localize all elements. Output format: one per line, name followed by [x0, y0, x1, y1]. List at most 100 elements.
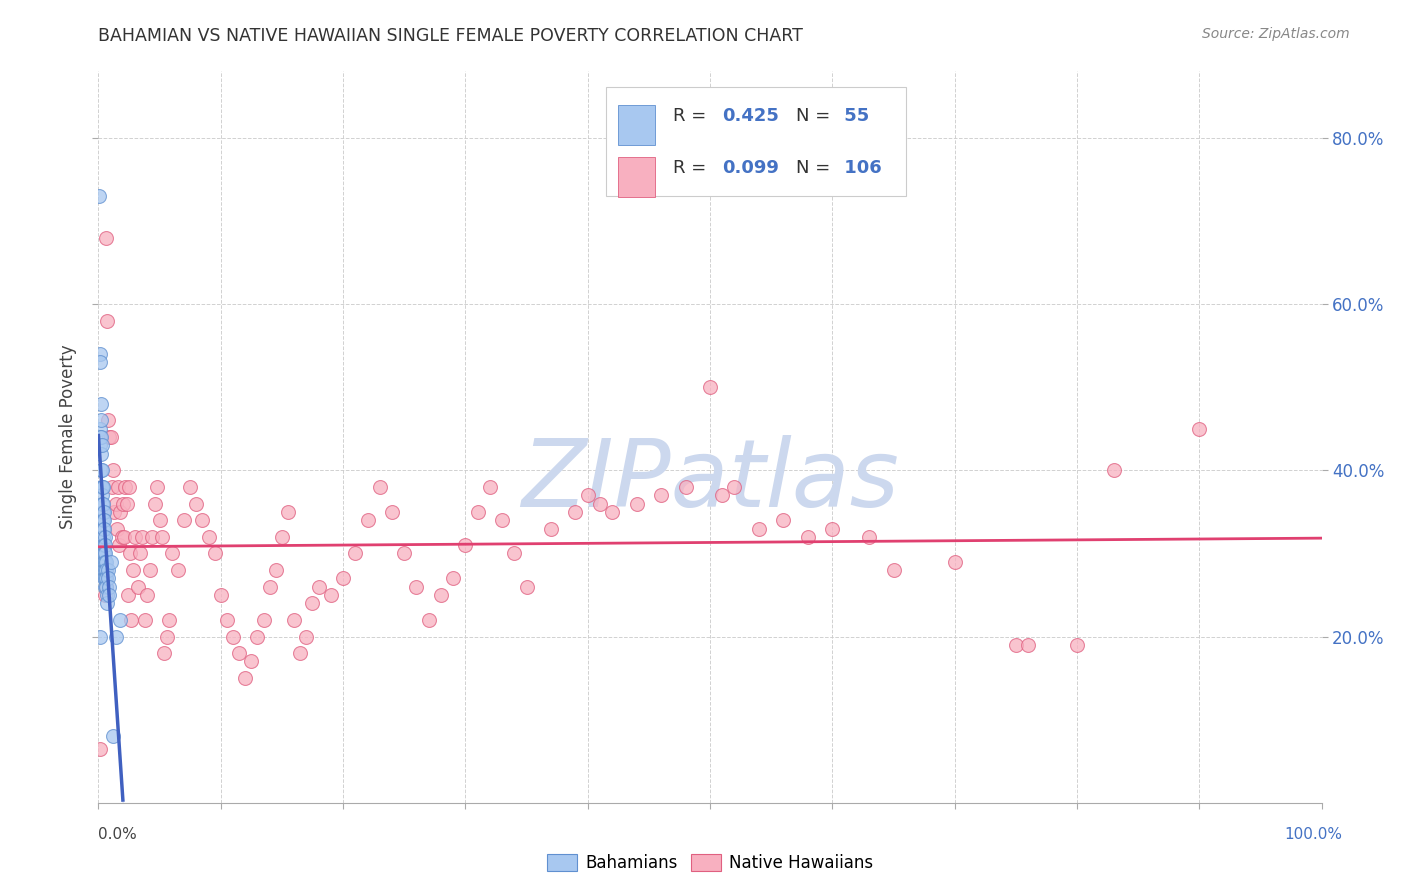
Text: BAHAMIAN VS NATIVE HAWAIIAN SINGLE FEMALE POVERTY CORRELATION CHART: BAHAMIAN VS NATIVE HAWAIIAN SINGLE FEMAL…	[98, 27, 803, 45]
Point	[96, 314, 118, 328]
Point	[94, 571, 117, 585]
Point	[772, 513, 794, 527]
Point	[91, 480, 114, 494]
Point	[576, 488, 599, 502]
Text: N =: N =	[796, 160, 830, 178]
Point	[240, 655, 263, 669]
Point	[98, 430, 121, 444]
Point	[332, 571, 354, 585]
Point	[277, 505, 299, 519]
Point	[1017, 638, 1039, 652]
Point	[97, 580, 120, 594]
Point	[90, 447, 112, 461]
Point	[270, 530, 294, 544]
Point	[91, 530, 114, 544]
Point	[699, 380, 721, 394]
Point	[723, 480, 745, 494]
Bar	[619, 157, 655, 197]
Point	[93, 538, 115, 552]
Point	[97, 571, 120, 585]
Point	[91, 488, 114, 502]
Point	[503, 546, 526, 560]
Point	[430, 588, 453, 602]
Point	[90, 397, 112, 411]
Point	[89, 189, 111, 203]
Point	[441, 571, 464, 585]
Text: 0.425: 0.425	[723, 108, 779, 126]
Point	[209, 588, 232, 602]
Text: 0.0%: 0.0%	[98, 827, 138, 841]
Point	[111, 530, 134, 544]
Point	[93, 571, 115, 585]
Point	[91, 480, 114, 494]
Point	[101, 463, 124, 477]
Point	[215, 613, 238, 627]
Point	[90, 438, 112, 452]
Point	[93, 521, 115, 535]
Point	[173, 513, 195, 527]
Point	[797, 530, 820, 544]
Point	[93, 588, 115, 602]
Point	[392, 546, 416, 560]
Point	[1004, 638, 1026, 652]
Point	[96, 230, 118, 244]
Point	[101, 480, 124, 494]
Point	[91, 505, 114, 519]
Point	[259, 580, 281, 594]
Point	[120, 613, 142, 627]
Point	[301, 596, 323, 610]
Point	[120, 546, 142, 560]
Point	[454, 538, 477, 552]
Point	[89, 630, 111, 644]
Point	[104, 630, 127, 644]
Point	[564, 505, 586, 519]
Point	[90, 480, 112, 494]
Point	[478, 480, 501, 494]
Point	[97, 563, 120, 577]
Point	[103, 505, 125, 519]
Point	[405, 580, 427, 594]
Point	[153, 646, 176, 660]
Text: R =: R =	[673, 108, 713, 126]
Point	[90, 413, 112, 427]
Point	[94, 546, 117, 560]
Point	[204, 546, 226, 560]
Point	[93, 505, 115, 519]
Point	[94, 580, 117, 594]
Point	[105, 521, 128, 535]
Point	[467, 505, 489, 519]
Point	[107, 480, 129, 494]
Point	[91, 497, 114, 511]
Point	[96, 580, 118, 594]
Point	[295, 630, 318, 644]
Point	[858, 530, 880, 544]
Point	[283, 613, 305, 627]
Point	[197, 530, 219, 544]
Point	[89, 438, 111, 452]
Point	[98, 588, 121, 602]
Point	[94, 580, 117, 594]
Point	[97, 413, 120, 427]
Point	[1066, 638, 1088, 652]
Text: 100.0%: 100.0%	[1285, 827, 1343, 841]
Point	[290, 646, 312, 660]
Point	[319, 588, 342, 602]
Point	[418, 613, 440, 627]
Point	[93, 513, 115, 527]
Text: R =: R =	[673, 160, 713, 178]
Text: ZIPatlas: ZIPatlas	[522, 435, 898, 526]
Point	[101, 729, 124, 743]
Point	[233, 671, 256, 685]
Point	[93, 555, 115, 569]
Point	[748, 521, 770, 535]
Point	[89, 430, 111, 444]
Point	[157, 613, 180, 627]
Point	[100, 555, 122, 569]
Point	[112, 530, 135, 544]
Point	[110, 505, 132, 519]
Point	[191, 513, 214, 527]
Point	[90, 463, 112, 477]
Bar	[619, 105, 655, 145]
Point	[89, 422, 111, 436]
Point	[675, 480, 697, 494]
